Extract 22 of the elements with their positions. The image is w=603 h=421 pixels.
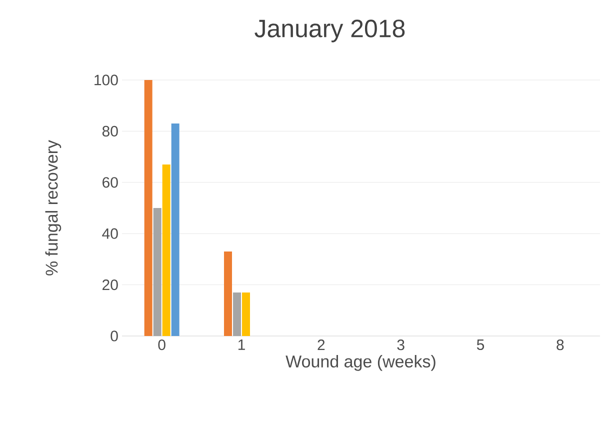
x-tick-label: 2 — [318, 340, 325, 350]
bar — [153, 208, 162, 336]
bar — [242, 292, 250, 336]
x-tick-label: 8 — [556, 340, 564, 350]
bar — [144, 80, 152, 336]
chart-title: January 2018 — [254, 20, 405, 42]
x-tick-label: 5 — [476, 340, 484, 350]
y-tick-label: 100 — [94, 74, 118, 86]
y-tick-label: 80 — [102, 126, 118, 137]
bar — [171, 124, 180, 336]
y-tick-label: 60 — [102, 177, 118, 188]
bar — [224, 252, 232, 336]
x-tick-label: 3 — [397, 340, 404, 350]
bar — [233, 292, 241, 336]
y-tick-label: 20 — [102, 279, 118, 290]
x-tick-label: 0 — [158, 340, 166, 350]
y-tick-label: 0 — [110, 330, 118, 342]
y-tick-label: 40 — [102, 228, 118, 239]
x-tick-label: 1 — [238, 340, 245, 350]
bar — [162, 164, 170, 336]
x-axis-title: Wound age (weeks) — [286, 355, 436, 371]
y-axis-title: % fungal recovery — [45, 140, 62, 276]
